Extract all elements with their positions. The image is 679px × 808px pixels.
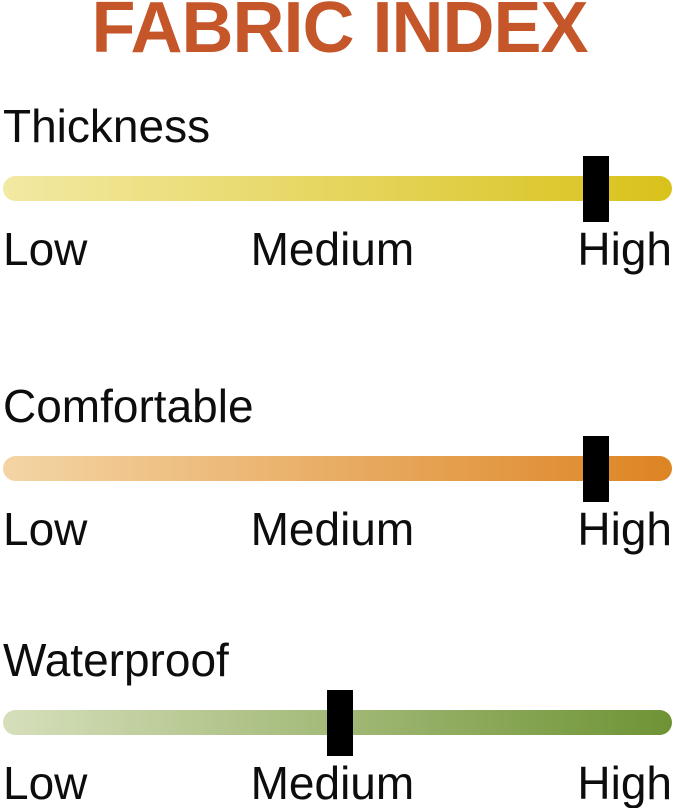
slider-marker [326,690,353,756]
scale-label-low: Low [3,503,88,555]
slider-marker [582,436,609,502]
scale-label-low: Low [3,223,88,275]
scale-label-medium: Medium [250,757,415,808]
scale-label-high: High [577,503,672,555]
slider-label: Thickness [3,100,211,152]
slider-track [3,176,672,201]
scale-label-medium: Medium [250,503,415,555]
slider-scale: Low Medium High [3,504,672,554]
slider-track-area [3,156,672,222]
slider-track-area [3,436,672,502]
scale-label-high: High [577,223,672,275]
scale-label-low: Low [3,757,88,808]
slider-marker [582,156,609,222]
slider-waterproof: Waterproof Low Medium High [0,636,679,808]
slider-comfortable: Comfortable Low Medium High [0,382,679,554]
slider-thickness: Thickness Low Medium High [0,102,679,274]
page-title: FABRIC INDEX [91,0,588,68]
slider-scale: Low Medium High [3,758,672,808]
slider-scale: Low Medium High [3,224,672,274]
scale-label-medium: Medium [250,223,415,275]
scale-label-high: High [577,757,672,808]
slider-label: Waterproof [3,634,229,686]
slider-label: Comfortable [3,380,254,432]
slider-track-area [3,690,672,756]
slider-track [3,456,672,481]
